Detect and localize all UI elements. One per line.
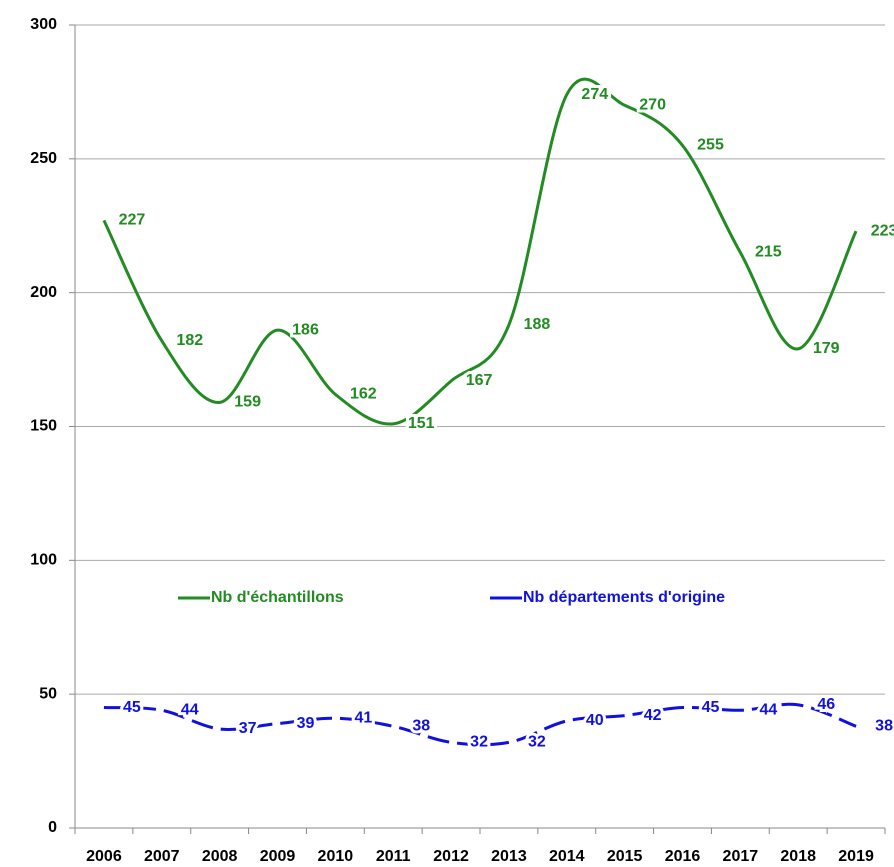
data-label: 186 xyxy=(292,321,319,338)
data-label: 182 xyxy=(176,332,203,349)
data-label: 38 xyxy=(875,718,893,735)
data-label: 162 xyxy=(350,386,377,403)
data-label: 227 xyxy=(119,212,146,229)
x-tick-label: 2006 xyxy=(86,848,122,865)
y-tick-label: 50 xyxy=(39,685,57,702)
data-label: 151 xyxy=(408,415,435,432)
data-label: 40 xyxy=(586,712,604,729)
data-label: 159 xyxy=(234,394,261,411)
x-tick-label: 2015 xyxy=(607,848,643,865)
y-tick-label: 250 xyxy=(30,150,57,167)
data-label: 41 xyxy=(354,709,372,726)
x-tick-label: 2007 xyxy=(144,848,180,865)
x-tick-label: 2014 xyxy=(549,848,585,865)
x-tick-label: 2009 xyxy=(260,848,296,865)
data-label: 42 xyxy=(644,707,662,724)
data-label: 255 xyxy=(697,137,724,154)
legend-label: Nb départements d'origine xyxy=(523,589,725,606)
data-label: 39 xyxy=(297,715,315,732)
y-tick-label: 200 xyxy=(30,284,57,301)
x-tick-label: 2017 xyxy=(723,848,759,865)
data-label: 45 xyxy=(123,699,141,716)
y-tick-label: 100 xyxy=(30,552,57,569)
y-tick-label: 0 xyxy=(48,819,57,836)
data-label: 44 xyxy=(759,701,777,718)
x-tick-label: 2018 xyxy=(780,848,816,865)
data-label: 46 xyxy=(817,696,835,713)
x-tick-label: 2013 xyxy=(491,848,527,865)
x-tick-label: 2016 xyxy=(665,848,701,865)
data-label: 179 xyxy=(813,340,840,357)
data-label: 215 xyxy=(755,244,782,261)
data-label: 270 xyxy=(639,97,666,114)
data-label: 274 xyxy=(581,86,608,103)
x-tick-label: 2008 xyxy=(202,848,238,865)
data-label: 167 xyxy=(466,372,493,389)
series-line xyxy=(102,77,858,426)
y-tick-label: 150 xyxy=(30,418,57,435)
data-label: 32 xyxy=(470,734,488,751)
legend-label: Nb d'échantillons xyxy=(211,589,344,606)
data-label: 45 xyxy=(702,699,720,716)
data-label: 38 xyxy=(412,718,430,735)
x-tick-label: 2011 xyxy=(376,848,411,865)
data-label: 32 xyxy=(528,734,546,751)
data-label: 44 xyxy=(181,701,199,718)
x-tick-label: 2019 xyxy=(838,848,874,865)
series-line xyxy=(103,702,857,747)
x-tick-label: 2012 xyxy=(433,848,469,865)
y-tick-label: 300 xyxy=(30,16,57,33)
data-label: 188 xyxy=(524,316,551,333)
x-tick-label: 2010 xyxy=(318,848,354,865)
data-label: 223 xyxy=(871,222,894,239)
data-label: 37 xyxy=(239,720,257,737)
